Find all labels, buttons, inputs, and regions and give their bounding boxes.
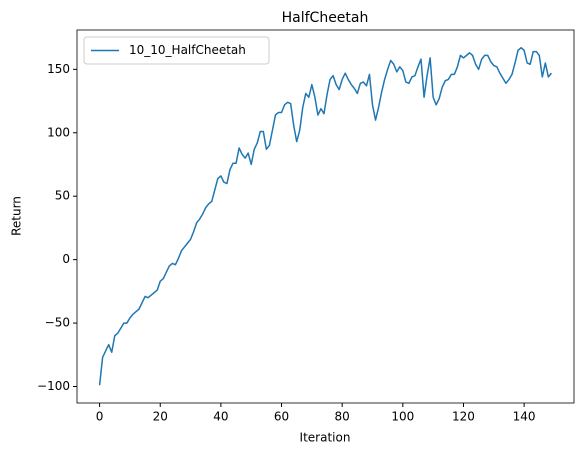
x-tick-label: 40 [213, 410, 228, 424]
legend-box [83, 36, 270, 65]
x-tick-label: 0 [96, 410, 104, 424]
x-tick-label: 60 [274, 410, 289, 424]
y-tick-label: 50 [55, 189, 70, 203]
x-tick-label: 100 [391, 410, 414, 424]
y-axis-label: Return [10, 196, 24, 236]
x-tick-label: 80 [335, 410, 350, 424]
line [98, 47, 552, 386]
y-tick-label: −100 [37, 379, 70, 393]
plot-frame [76, 29, 575, 404]
x-axis-label: Iteration [300, 431, 351, 445]
y-tick-label: 100 [47, 125, 70, 139]
legend-label: 10_10_HalfCheetah [129, 43, 246, 57]
x-tick-label: 20 [153, 410, 168, 424]
x-tick-label: 140 [513, 410, 536, 424]
y-tick-label: −50 [45, 316, 70, 330]
y-tick-label: 150 [47, 62, 70, 76]
chart-title: HalfCheetah [282, 10, 369, 26]
y-tick-label: 0 [62, 252, 70, 266]
x-tick-label: 120 [452, 410, 475, 424]
